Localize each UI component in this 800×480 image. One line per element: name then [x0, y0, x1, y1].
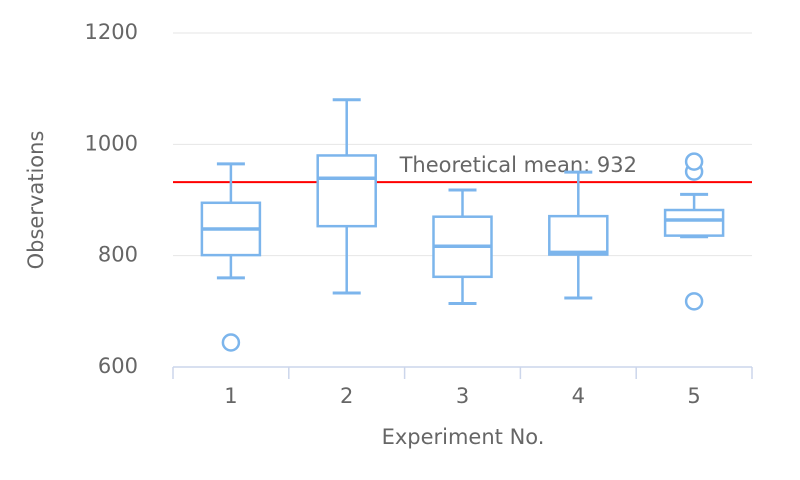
mean-label: Theoretical mean: 932 — [399, 153, 637, 177]
y-tick-label: 1000 — [85, 131, 138, 155]
box — [316, 154, 377, 228]
y-axis-title: Observations — [24, 131, 48, 270]
x-tick-label: 2 — [340, 384, 353, 408]
box — [548, 214, 609, 256]
box — [663, 208, 725, 237]
x-axis-title: Experiment No. — [382, 425, 545, 449]
outlier — [684, 292, 704, 311]
x-tick-label: 1 — [224, 384, 237, 408]
x-tick-label: 3 — [456, 384, 469, 408]
x-tick-label: 5 — [687, 384, 700, 408]
outlier — [684, 152, 704, 171]
y-tick-label: 600 — [98, 354, 138, 378]
outlier — [221, 333, 241, 352]
x-tick-label: 4 — [572, 384, 585, 408]
y-tick-label: 800 — [98, 243, 138, 267]
y-tick-label: 1200 — [85, 20, 138, 44]
